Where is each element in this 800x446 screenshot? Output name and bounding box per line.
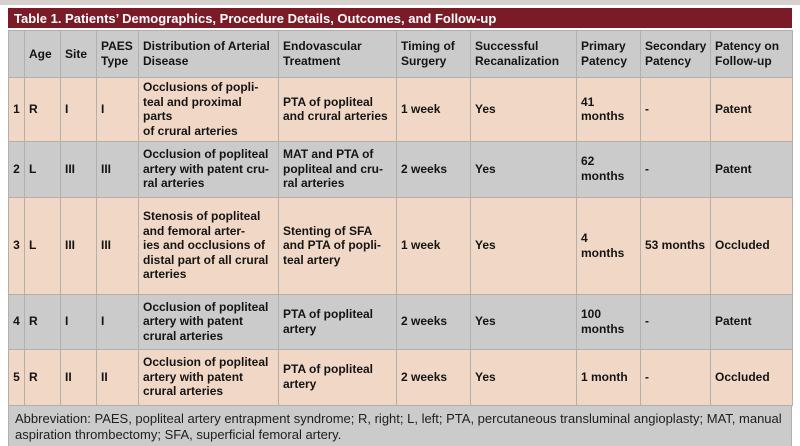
cell-age: L — [24, 140, 61, 198]
cell-timing: 2 weeks — [396, 293, 471, 350]
cell-treatment: MAT and PTA of popliteal and cru- ral ar… — [278, 140, 397, 198]
column-header-secondary-patency: Secondary Patency — [640, 30, 711, 78]
cell-paes-type: III — [96, 196, 139, 295]
table-row: 1 R I I Occlusions of popli- teal and pr… — [8, 77, 793, 142]
cell-age: R — [24, 77, 61, 142]
cell-primary-patency: 1 month — [576, 348, 641, 406]
cell-paes-type: III — [96, 140, 139, 198]
table-title: Table 1. Patients’ Demographics, Procedu… — [8, 8, 792, 30]
cell-patient-number: 1 — [8, 77, 25, 142]
cell-secondary-patency: 53 months — [640, 196, 711, 295]
table-container: Table 1. Patients’ Demographics, Procedu… — [8, 8, 793, 446]
cell-paes-type: I — [96, 293, 139, 350]
cell-recanalization: Yes — [470, 348, 577, 406]
cell-treatment: PTA of popliteal and crural arteries — [278, 77, 397, 142]
cell-distribution: Occlusion of popliteal artery with paten… — [138, 348, 279, 406]
column-header-timing: Timing of Surgery — [396, 30, 471, 78]
cell-secondary-patency: - — [640, 140, 711, 198]
cell-followup: Occluded — [710, 348, 793, 406]
cell-treatment: PTA of popliteal artery — [278, 293, 397, 350]
cell-site: II — [60, 348, 97, 406]
cell-primary-patency: 4 months — [576, 196, 641, 295]
column-header-number — [8, 30, 25, 78]
cell-patient-number: 3 — [8, 196, 25, 295]
cell-secondary-patency: - — [640, 293, 711, 350]
cell-followup: Patent — [710, 77, 793, 142]
column-header-patency-followup: Patency on Follow-up — [710, 30, 793, 78]
cell-secondary-patency: - — [640, 77, 711, 142]
cell-paes-type: I — [96, 77, 139, 142]
cell-timing: 2 weeks — [396, 140, 471, 198]
column-header-site: Site — [60, 30, 97, 78]
column-header-paes-type: PAES Type — [96, 30, 139, 78]
cell-patient-number: 5 — [8, 348, 25, 406]
patients-table: Age Site PAES Type Distribution of Arter… — [8, 30, 793, 406]
table-row: 5 R II II Occlusion of popliteal artery … — [8, 348, 793, 406]
cell-primary-patency: 41 months — [576, 77, 641, 142]
cell-followup: Occluded — [710, 196, 793, 295]
cell-patient-number: 4 — [8, 293, 25, 350]
cell-distribution: Occlusions of popli- teal and proximal p… — [138, 77, 279, 142]
cell-paes-type: II — [96, 348, 139, 406]
cell-recanalization: Yes — [470, 293, 577, 350]
cell-treatment: Stenting of SFA and PTA of popli- teal a… — [278, 196, 397, 295]
cell-primary-patency: 62 months — [576, 140, 641, 198]
cell-age: R — [24, 293, 61, 350]
column-header-recanalization: Successful Recanalization — [470, 30, 577, 78]
cell-followup: Patent — [710, 140, 793, 198]
table-footnote: Abbreviation: PAES, popliteal artery ent… — [8, 405, 792, 446]
cell-timing: 2 weeks — [396, 348, 471, 406]
column-header-primary-patency: Primary Patency — [576, 30, 641, 78]
header-row: Age Site PAES Type Distribution of Arter… — [8, 30, 793, 78]
cell-followup: Patent — [710, 293, 793, 350]
column-header-endovascular-treatment: Endovascular Treatment — [278, 30, 397, 78]
cell-recanalization: Yes — [470, 196, 577, 295]
cell-timing: 1 week — [396, 196, 471, 295]
cell-timing: 1 week — [396, 77, 471, 142]
cell-secondary-patency: - — [640, 348, 711, 406]
cell-site: I — [60, 77, 97, 142]
column-header-distribution: Distribution of Arterial Disease — [138, 30, 279, 78]
cell-distribution: Stenosis of popliteal and femoral arter-… — [138, 196, 279, 295]
table-row: 4 R I I Occlusion of popliteal artery wi… — [8, 293, 793, 350]
column-header-age: Age — [24, 30, 61, 78]
cell-age: R — [24, 348, 61, 406]
cell-distribution: Occlusion of popliteal artery with paten… — [138, 293, 279, 350]
cell-treatment: PTA of popliteal artery — [278, 348, 397, 406]
cell-site: III — [60, 140, 97, 198]
cell-recanalization: Yes — [470, 140, 577, 198]
cell-age: L — [24, 196, 61, 295]
cell-primary-patency: 100 months — [576, 293, 641, 350]
cell-site: I — [60, 293, 97, 350]
table-row: 2 L III III Occlusion of popliteal arter… — [8, 140, 793, 198]
top-rule — [0, 0, 800, 5]
cell-patient-number: 2 — [8, 140, 25, 198]
table-row: 3 L III III Stenosis of popliteal and fe… — [8, 196, 793, 295]
cell-site: III — [60, 196, 97, 295]
cell-recanalization: Yes — [470, 77, 577, 142]
cell-distribution: Occlusion of popliteal artery with paten… — [138, 140, 279, 198]
